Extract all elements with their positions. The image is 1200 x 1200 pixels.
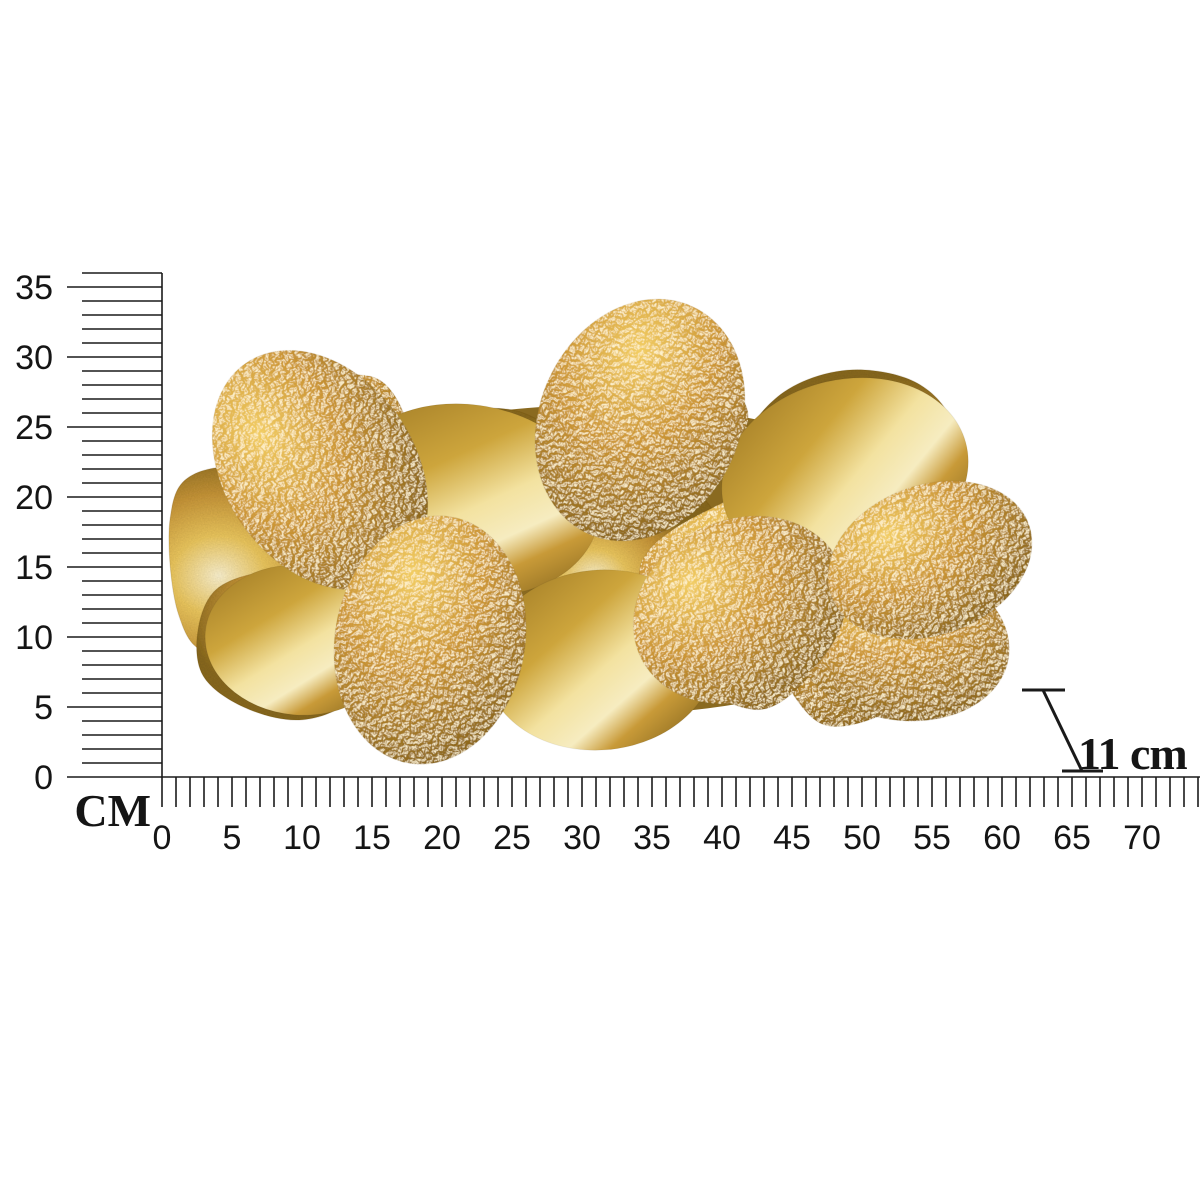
svg-text:10: 10	[15, 619, 53, 657]
svg-text:20: 20	[15, 479, 53, 517]
svg-text:5: 5	[34, 689, 53, 727]
svg-text:0: 0	[34, 759, 53, 797]
svg-text:CM: CM	[74, 785, 151, 836]
svg-text:15: 15	[15, 549, 53, 587]
svg-text:25: 25	[493, 819, 531, 857]
svg-text:40: 40	[703, 819, 741, 857]
svg-text:65: 65	[1053, 819, 1091, 857]
svg-text:11 cm: 11 cm	[1078, 728, 1187, 779]
svg-text:30: 30	[15, 339, 53, 377]
svg-text:15: 15	[353, 819, 391, 857]
svg-text:70: 70	[1123, 819, 1161, 857]
svg-text:30: 30	[563, 819, 601, 857]
svg-text:35: 35	[15, 269, 53, 307]
svg-text:45: 45	[773, 819, 811, 857]
svg-text:10: 10	[283, 819, 321, 857]
svg-text:5: 5	[223, 819, 242, 857]
svg-text:55: 55	[913, 819, 951, 857]
svg-text:35: 35	[633, 819, 671, 857]
svg-text:60: 60	[983, 819, 1021, 857]
svg-text:0: 0	[153, 819, 172, 857]
svg-text:50: 50	[843, 819, 881, 857]
svg-text:20: 20	[423, 819, 461, 857]
svg-text:25: 25	[15, 409, 53, 447]
